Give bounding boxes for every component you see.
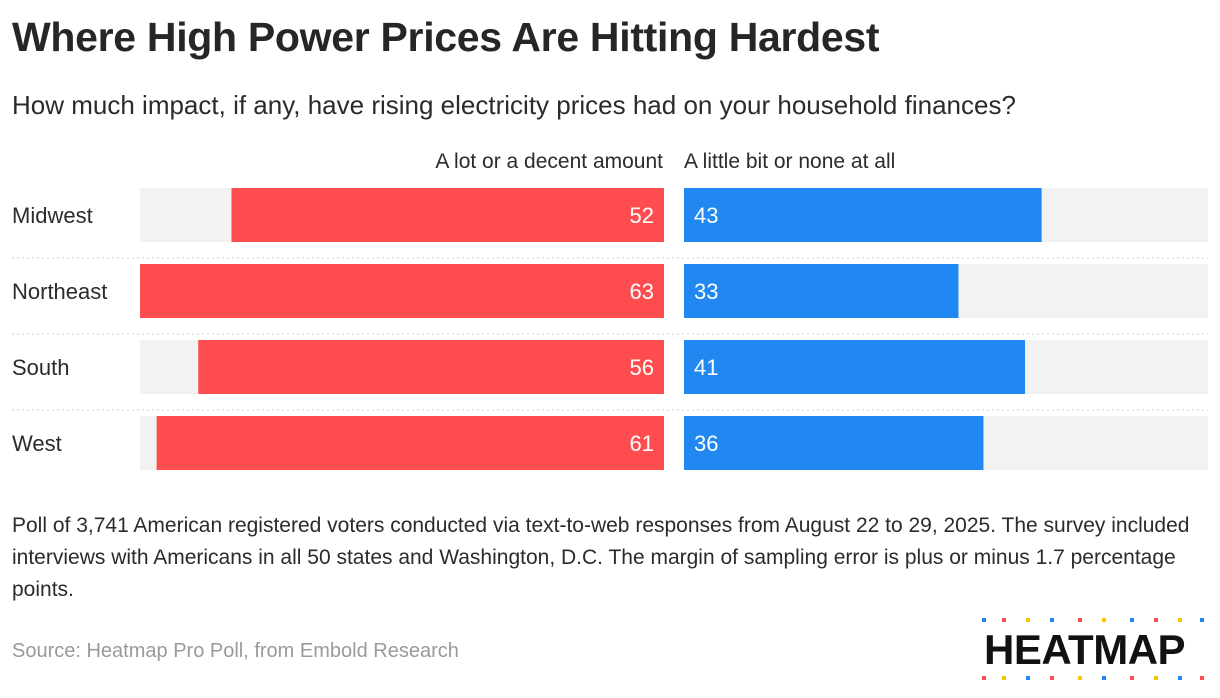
diverging-bar-chart: Midwest 52 43 Northeast 63 33 South 56 41 West 61 3… xyxy=(12,188,1208,470)
bar-left-south xyxy=(198,340,664,394)
category-label-midwest: Midwest xyxy=(12,203,93,228)
legend-left-series: A lot or a decent amount xyxy=(435,150,663,173)
logo-dot xyxy=(1200,618,1204,622)
bar-left-west xyxy=(156,416,664,470)
value-label-right-midwest: 43 xyxy=(694,203,718,228)
bar-right-south xyxy=(684,340,1026,394)
source-note: Source: Heatmap Pro Poll, from Embold Re… xyxy=(12,640,459,662)
category-label-northeast: Northeast xyxy=(12,279,107,304)
logo-dot xyxy=(1178,676,1182,680)
logo-dot xyxy=(1026,676,1030,680)
bar-left-northeast xyxy=(140,264,664,318)
value-label-right-south: 41 xyxy=(694,355,718,380)
chart-subtitle: How much impact, if any, have rising ele… xyxy=(12,90,1016,120)
value-label-left-midwest: 52 xyxy=(630,203,654,228)
logo-text: HEATMAP xyxy=(984,626,1186,673)
logo-dot xyxy=(1050,618,1054,622)
logo-dot xyxy=(1078,676,1082,680)
value-label-left-northeast: 63 xyxy=(630,279,654,304)
logo-dot xyxy=(1002,618,1006,622)
bar-left-midwest xyxy=(231,188,664,242)
bar-right-west xyxy=(684,416,984,470)
logo-dot xyxy=(982,618,986,622)
logo-dot xyxy=(982,676,986,680)
bar-right-northeast xyxy=(684,264,959,318)
logo-dot xyxy=(1050,676,1054,680)
bar-right-midwest xyxy=(684,188,1042,242)
legend-right-series: A little bit or none at all xyxy=(684,150,896,173)
logo-dot xyxy=(1154,676,1158,680)
value-label-left-west: 61 xyxy=(630,431,654,456)
category-label-west: West xyxy=(12,431,62,456)
methodology-note: Poll of 3,741 American registered voters… xyxy=(12,514,1190,601)
logo-dot xyxy=(1102,618,1106,622)
logo-dot xyxy=(1026,618,1030,622)
logo-dot xyxy=(1178,618,1182,622)
logo-dot xyxy=(1154,618,1158,622)
logo-dot xyxy=(1200,676,1204,680)
category-label-south: South xyxy=(12,355,70,380)
value-label-right-northeast: 33 xyxy=(694,279,718,304)
value-label-left-south: 56 xyxy=(630,355,654,380)
value-label-right-west: 36 xyxy=(694,431,718,456)
logo-dot xyxy=(1002,676,1006,680)
logo-dot xyxy=(1078,618,1082,622)
logo-dots-decoration xyxy=(982,618,1204,680)
heatmap-logo: HEATMAP xyxy=(978,612,1210,682)
logo-dot xyxy=(1102,676,1106,680)
logo-dot xyxy=(1130,676,1134,680)
logo-dot xyxy=(1130,618,1134,622)
chart-title: Where High Power Prices Are Hitting Hard… xyxy=(12,14,880,60)
